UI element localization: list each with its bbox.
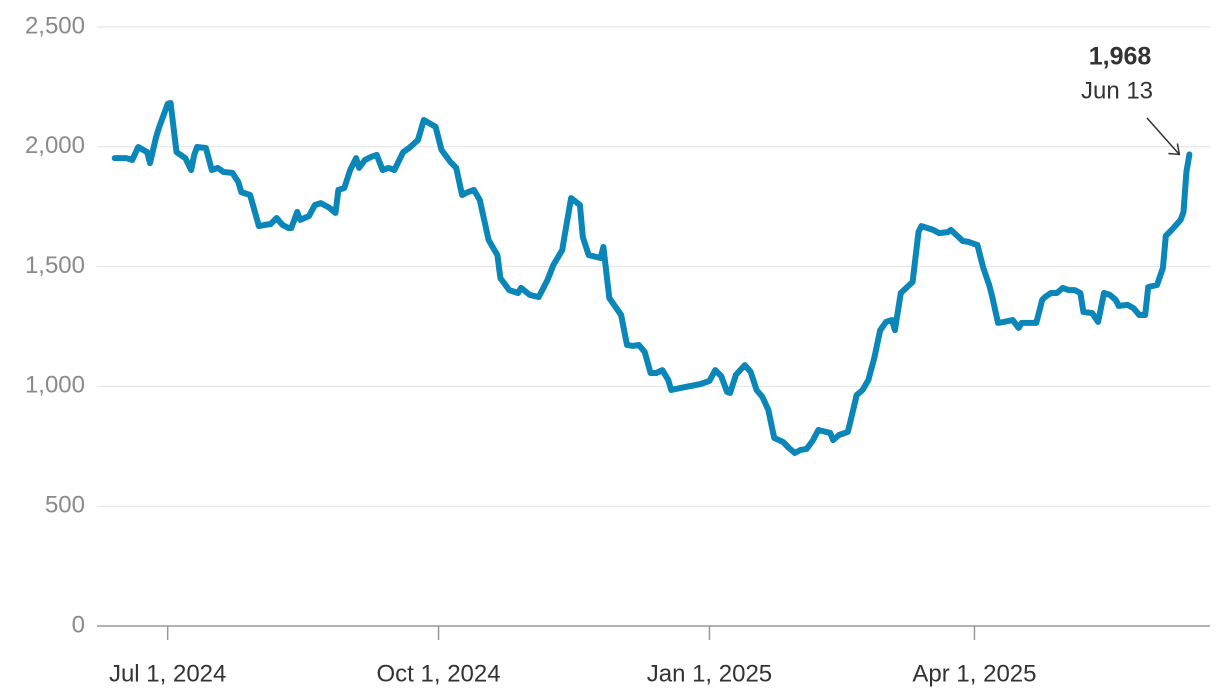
x-tick-label: Jan 1, 2025 (647, 660, 772, 687)
annotation-value: 1,968 (1089, 43, 1152, 71)
y-tick-label: 2,500 (25, 12, 85, 39)
x-tick-label: Apr 1, 2025 (912, 660, 1036, 687)
y-tick-label: 2,000 (25, 132, 85, 159)
x-tick-label: Jul 1, 2024 (109, 660, 226, 687)
y-tick-label: 0 (72, 611, 85, 638)
annotation-arrowhead (1168, 143, 1181, 156)
data-line (111, 100, 1193, 456)
y-tick-label: 1,000 (25, 372, 85, 399)
y-tick-label: 500 (45, 492, 85, 519)
annotation-date: Jun 13 (1081, 77, 1153, 104)
annotation-arrow (1146, 117, 1180, 155)
y-tick-label: 1,500 (25, 252, 85, 279)
x-tick-label: Oct 1, 2024 (377, 660, 501, 687)
